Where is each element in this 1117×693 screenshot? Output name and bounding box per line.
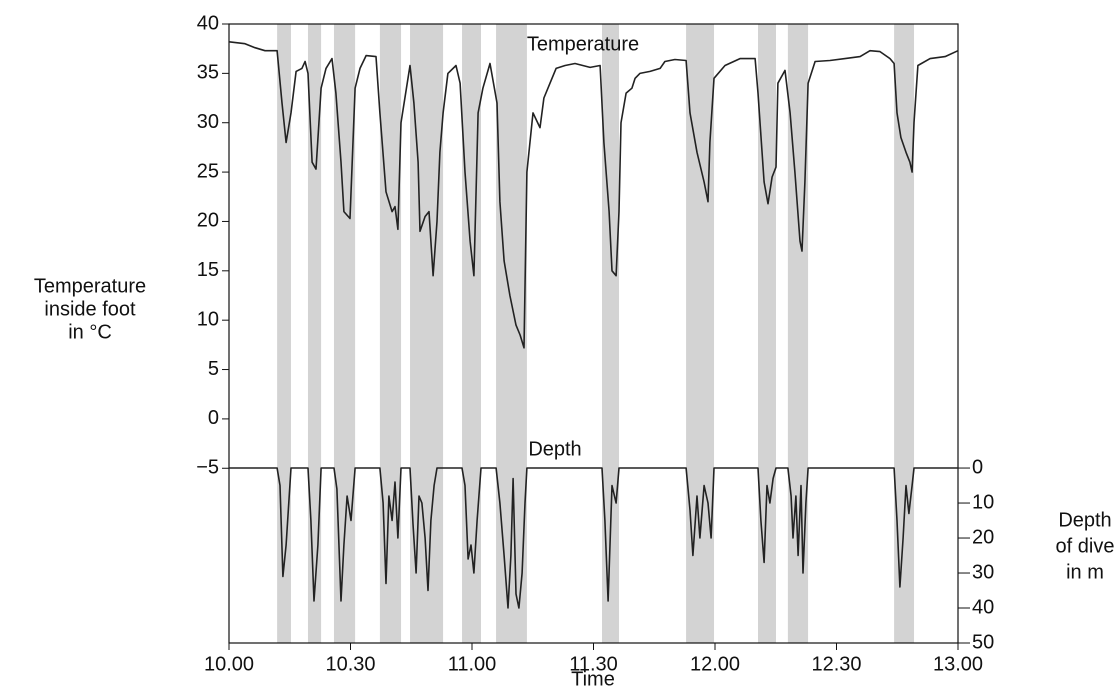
dive-band [379,24,402,643]
dive-band [333,24,356,643]
y2-axis-label: of dive [1056,535,1115,557]
y2-tick-label: 40 [972,596,994,618]
y-tick-label: 0 [208,407,219,429]
x-tick-label: 10.00 [204,653,254,675]
y-axis-label: inside foot [44,298,136,320]
y2-axis-label: in m [1066,561,1104,583]
dive-band [758,24,776,643]
y2-tick-label: 30 [972,561,994,583]
y-tick-label: 20 [197,210,219,232]
y2-tick-label: 20 [972,526,994,548]
y-tick-label: 35 [197,62,219,84]
y2-tick-label: 0 [972,456,983,478]
data-line [229,467,958,609]
y-tick-label: 25 [197,160,219,182]
x-tick-label: 13.00 [933,653,983,675]
y-tick-label: −5 [196,457,219,479]
x-tick-label: 10.30 [325,653,375,675]
x-axis-label: Time [571,668,615,690]
y-tick-label: 15 [197,259,219,281]
y2-axis-label: Depth [1058,509,1111,531]
dive-band [787,24,809,643]
series-label: Depth [528,438,581,460]
x-tick-label: 12.30 [811,653,861,675]
y2-tick-label: 10 [972,491,994,513]
series-label: Temperature [527,33,639,55]
y-tick-label: 30 [197,111,219,133]
x-tick-label: 11.00 [448,653,497,675]
dive-band [894,24,915,643]
y-tick-label: 40 [197,12,219,34]
y-tick-label: 10 [197,308,219,330]
x-tick-label: 12.00 [690,653,740,675]
dive-band [686,24,715,643]
dive-band [307,24,322,643]
data-line [228,41,959,349]
y2-tick-label: 50 [972,631,994,653]
x-tick-label: 11.30 [569,653,618,675]
y-tick-label: 5 [208,358,219,380]
y-axis-label: Temperature [34,275,146,297]
y-axis-label: in °C [68,321,112,343]
